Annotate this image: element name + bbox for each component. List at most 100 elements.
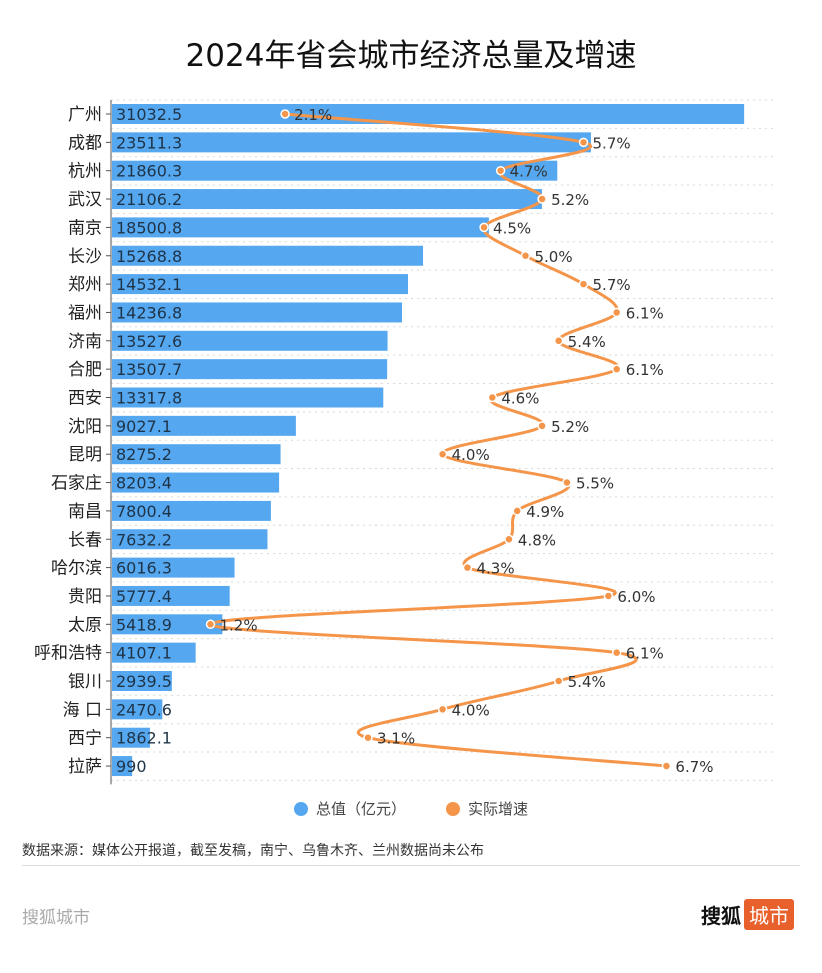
bar: [112, 189, 542, 210]
bar: [112, 359, 388, 380]
growth-value-label: 4.8%: [518, 531, 556, 549]
bar-value-label: 15268.8: [116, 247, 182, 266]
growth-point: [537, 421, 547, 431]
growth-point: [578, 279, 589, 289]
growth-point: [611, 307, 622, 318]
growth-point: [205, 619, 216, 630]
category-label: 南京: [68, 218, 102, 238]
growth-value-label: 1.2%: [219, 616, 257, 634]
growth-value-label: 5.2%: [551, 418, 589, 436]
growth-point: [512, 506, 522, 516]
growth-value-label: 4.5%: [493, 219, 531, 237]
bar-value-label: 1862.1: [116, 729, 172, 748]
bar: [112, 529, 268, 550]
bar: [112, 699, 163, 720]
growth-point: [495, 165, 506, 176]
chart-plot: 广州 31032.5 成都 23511.3 杭州 21860.3 武汉 21106.2 南京 18…: [34, 99, 774, 785]
bar: [112, 160, 558, 181]
bar-value-label: 14236.8: [116, 303, 182, 322]
growth-value-label: 5.5%: [576, 475, 614, 493]
category-label: 南昌: [68, 502, 102, 522]
bar-value-label: 5418.9: [116, 615, 172, 634]
bar-value-label: 6016.3: [116, 559, 172, 578]
bar-value-label: 18500.8: [116, 218, 182, 237]
bar-value-label: 5777.4: [116, 587, 172, 606]
bar-value-label: 7800.4: [116, 502, 172, 521]
bar-value-label: 13317.8: [116, 389, 182, 408]
growth-value-label: 5.0%: [535, 248, 573, 266]
legend-swatch-orange: [446, 801, 460, 816]
divider: [22, 865, 800, 866]
bar-value-label: 2939.5: [116, 672, 172, 691]
growth-point: [578, 137, 589, 148]
growth-value-label: 3.1%: [377, 730, 415, 748]
bar: [112, 727, 150, 748]
bar: [112, 132, 591, 153]
category-label: 石家庄: [51, 474, 102, 494]
bar-value-label: 8203.4: [116, 474, 172, 493]
growth-value-label: 4.0%: [452, 446, 490, 464]
category-label: 广州: [68, 105, 102, 125]
growth-point: [504, 534, 514, 544]
category-label: 贵阳: [68, 587, 102, 607]
bar: [112, 557, 235, 578]
category-label: 郑州: [68, 275, 102, 295]
legend: 总值（亿元） 实际增速: [0, 798, 822, 819]
growth-point: [462, 562, 473, 573]
bar: [112, 217, 489, 238]
brand-logo-main: 搜狐: [701, 904, 741, 928]
growth-point: [661, 761, 672, 771]
bar: [112, 274, 409, 295]
category-label: 长春: [68, 530, 102, 550]
growth-value-label: 6.7%: [675, 758, 713, 776]
bar-value-label: 4107.1: [116, 644, 172, 663]
growth-point: [437, 704, 448, 715]
growth-value-label: 2.1%: [294, 106, 332, 124]
source-note: 数据来源：媒体公开报道，截至发稿，南宁、乌鲁木齐、兰州数据尚未公布: [22, 843, 484, 859]
growth-value-label: 5.2%: [551, 191, 589, 209]
bar-value-label: 7632.2: [116, 530, 172, 549]
bar: [112, 671, 172, 691]
bar-value-label: 2470.6: [116, 700, 172, 719]
category-label: 银川: [68, 672, 102, 692]
bar: [112, 415, 296, 436]
growth-value-label: 6.1%: [626, 361, 664, 379]
bar: [112, 387, 384, 408]
bar-value-label: 13527.6: [116, 332, 182, 351]
bar: [112, 756, 133, 777]
bar: [112, 472, 280, 493]
category-label: 昆明: [68, 445, 102, 465]
category-label: 沈阳: [68, 417, 102, 437]
bar-value-label: 21106.2: [116, 190, 182, 209]
category-label: 济南: [68, 332, 102, 352]
bar: [112, 500, 271, 521]
legend-item-growth[interactable]: 实际增速: [446, 798, 528, 819]
growth-point: [363, 732, 373, 743]
growth-value-label: 5.4%: [568, 673, 606, 691]
category-label: 海 口: [63, 700, 102, 720]
growth-value-label: 6.0%: [617, 588, 655, 606]
category-label: 西安: [68, 389, 102, 409]
bar: [112, 302, 403, 323]
chart-title: 2024年省会城市经济总量及增速: [185, 38, 637, 74]
growth-point: [280, 109, 290, 119]
bar: [112, 245, 424, 266]
bar: [112, 104, 745, 124]
legend-item-gdp[interactable]: 总值（亿元）: [293, 798, 406, 819]
bar-value-label: 31032.5: [116, 105, 182, 124]
category-label: 呼和浩特: [34, 644, 102, 664]
growth-point: [487, 392, 498, 403]
growth-point: [537, 194, 547, 204]
growth-point: [611, 364, 622, 374]
growth-point: [479, 222, 489, 233]
bar-value-label: 8275.2: [116, 445, 172, 464]
growth-value-label: 4.6%: [501, 390, 539, 408]
brand-logo-tag: 城市: [744, 899, 794, 930]
bar-value-label: 13507.7: [116, 360, 182, 379]
growth-value-label: 6.1%: [626, 645, 664, 663]
growth-value-label: 4.9%: [526, 503, 564, 521]
legend-label: 总值（亿元）: [315, 800, 406, 818]
category-label: 杭州: [68, 162, 102, 182]
brand-text: 搜狐城市: [22, 908, 90, 928]
bar: [112, 585, 230, 606]
